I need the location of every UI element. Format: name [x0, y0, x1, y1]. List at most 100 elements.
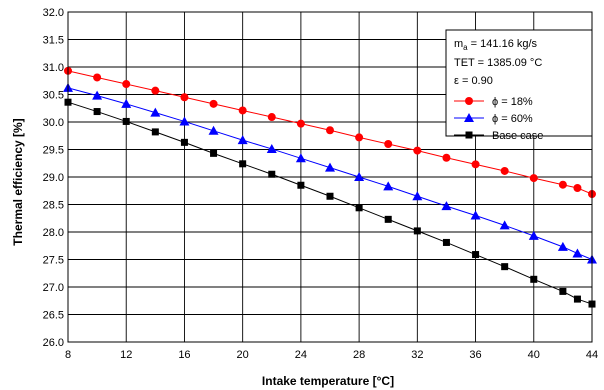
- data-point-triangle: [92, 90, 103, 100]
- y-tick-label: 26.0: [43, 337, 64, 349]
- data-point-square: [93, 108, 101, 116]
- data-point-triangle: [266, 143, 277, 153]
- series-line: [67, 70, 593, 195]
- data-point-circle: [355, 133, 364, 142]
- data-point-triangle: [383, 181, 394, 191]
- data-point-triangle: [295, 153, 306, 163]
- data-point-circle: [413, 146, 422, 155]
- data-point-square: [472, 251, 480, 259]
- y-axis-label: Thermal efficiency [%]: [11, 118, 25, 245]
- data-point-triangle: [121, 98, 132, 108]
- data-point-square: [501, 263, 509, 271]
- data-point-triangle: [150, 107, 161, 117]
- x-tick-label: 20: [237, 349, 249, 361]
- data-point-circle: [93, 73, 102, 82]
- data-point-circle: [267, 113, 276, 122]
- data-point-triangle: [354, 172, 365, 181]
- legend-marker-triangle: [464, 113, 474, 122]
- data-point-circle: [209, 99, 218, 108]
- series-triangle: [63, 82, 597, 264]
- x-axis-label: Intake temperature [°C]: [262, 374, 394, 388]
- y-tick-label: 30.0: [43, 117, 64, 129]
- legend-label: ϕ = 18%: [492, 96, 533, 108]
- data-point-triangle: [412, 191, 423, 201]
- x-tick-label: 44: [586, 349, 598, 361]
- data-point-square: [239, 160, 247, 168]
- data-point-square: [180, 138, 188, 146]
- data-point-circle: [122, 80, 131, 89]
- y-tick-label: 26.5: [43, 310, 64, 322]
- y-tick-labels: 26.0 26.5 27.0 27.5 28.0 28.5 29.0 29.5 30.0 30.5…: [43, 7, 64, 349]
- data-point-square: [210, 149, 218, 157]
- data-point-square: [530, 275, 538, 283]
- data-point-square: [268, 170, 276, 178]
- y-tick-label: 30.5: [43, 90, 64, 102]
- data-point-circle: [471, 160, 480, 169]
- data-point-square: [442, 238, 450, 246]
- legend-epsilon: ε = 0.90: [454, 75, 493, 87]
- x-tick-label: 36: [469, 349, 481, 361]
- y-tick-label: 31.0: [43, 62, 64, 74]
- series-line: [67, 101, 593, 305]
- x-tick-label: 28: [353, 349, 365, 361]
- data-point-circle: [558, 180, 567, 189]
- data-point-circle: [296, 119, 305, 128]
- mass-flow-value: = 141.16 kg/s: [468, 38, 538, 50]
- data-point-circle: [238, 106, 247, 115]
- series-square: [64, 98, 596, 308]
- data-point-triangle: [237, 135, 248, 145]
- data-point-triangle: [528, 230, 539, 240]
- data-point-triangle: [470, 210, 481, 220]
- mass-flow-subscript: a: [463, 43, 468, 52]
- data-point-circle: [573, 184, 582, 192]
- data-point-triangle: [325, 162, 335, 172]
- legend-label: ϕ = 60%: [492, 113, 533, 125]
- y-tick-label: 27.0: [43, 282, 64, 294]
- data-point-square: [297, 181, 305, 189]
- x-tick-label: 16: [178, 349, 190, 361]
- x-tick-labels: 8 12 16 20 24 28 32 36 40 44: [65, 349, 598, 361]
- legend: ma = 141.16 kg/s TET = 1385.09 °C ε = 0.…: [445, 29, 593, 142]
- legend-label: Base case: [492, 130, 543, 142]
- data-point-square: [559, 287, 567, 295]
- x-tick-label: 32: [411, 349, 423, 361]
- y-tick-label: 29.0: [43, 172, 64, 184]
- mass-flow-symbol: m: [454, 38, 463, 50]
- legend-marker-square: [465, 131, 473, 139]
- series-circle: [64, 66, 596, 199]
- data-point-square: [384, 215, 392, 223]
- data-point-triangle: [557, 241, 568, 251]
- x-tick-label: 12: [120, 349, 132, 361]
- data-point-circle: [151, 86, 160, 95]
- y-tick-label: 27.5: [43, 255, 64, 267]
- data-point-square: [122, 117, 130, 125]
- data-point-circle: [180, 93, 189, 102]
- data-point-square: [326, 192, 334, 200]
- series-line: [67, 87, 593, 260]
- legend-mass-flow: ma = 141.16 kg/s: [454, 38, 538, 52]
- data-point-triangle: [572, 248, 583, 258]
- data-point-circle: [384, 140, 393, 148]
- data-point-square: [413, 227, 421, 235]
- data-point-triangle: [499, 220, 510, 230]
- y-tick-label: 29.5: [43, 145, 64, 157]
- data-point-square: [573, 295, 581, 303]
- data-point-triangle: [179, 116, 190, 126]
- x-tick-label: 8: [65, 349, 71, 361]
- data-point-triangle: [441, 201, 452, 211]
- x-tick-label: 24: [295, 349, 307, 361]
- y-tick-label: 28.0: [43, 227, 64, 239]
- series-layer: [63, 66, 597, 308]
- plot-frame: [67, 11, 593, 343]
- y-tick-label: 32.0: [43, 7, 64, 19]
- data-point-circle: [529, 174, 538, 183]
- data-point-circle: [442, 153, 451, 162]
- data-point-circle: [326, 126, 334, 135]
- legend-marker-circle: [465, 97, 473, 105]
- data-point-square: [355, 204, 363, 212]
- legend-series-entries: ϕ = 18% ϕ = 60% Base case: [454, 96, 543, 142]
- data-point-circle: [500, 166, 509, 175]
- y-tick-label: 31.5: [43, 35, 64, 47]
- y-tick-label: 28.5: [43, 200, 64, 212]
